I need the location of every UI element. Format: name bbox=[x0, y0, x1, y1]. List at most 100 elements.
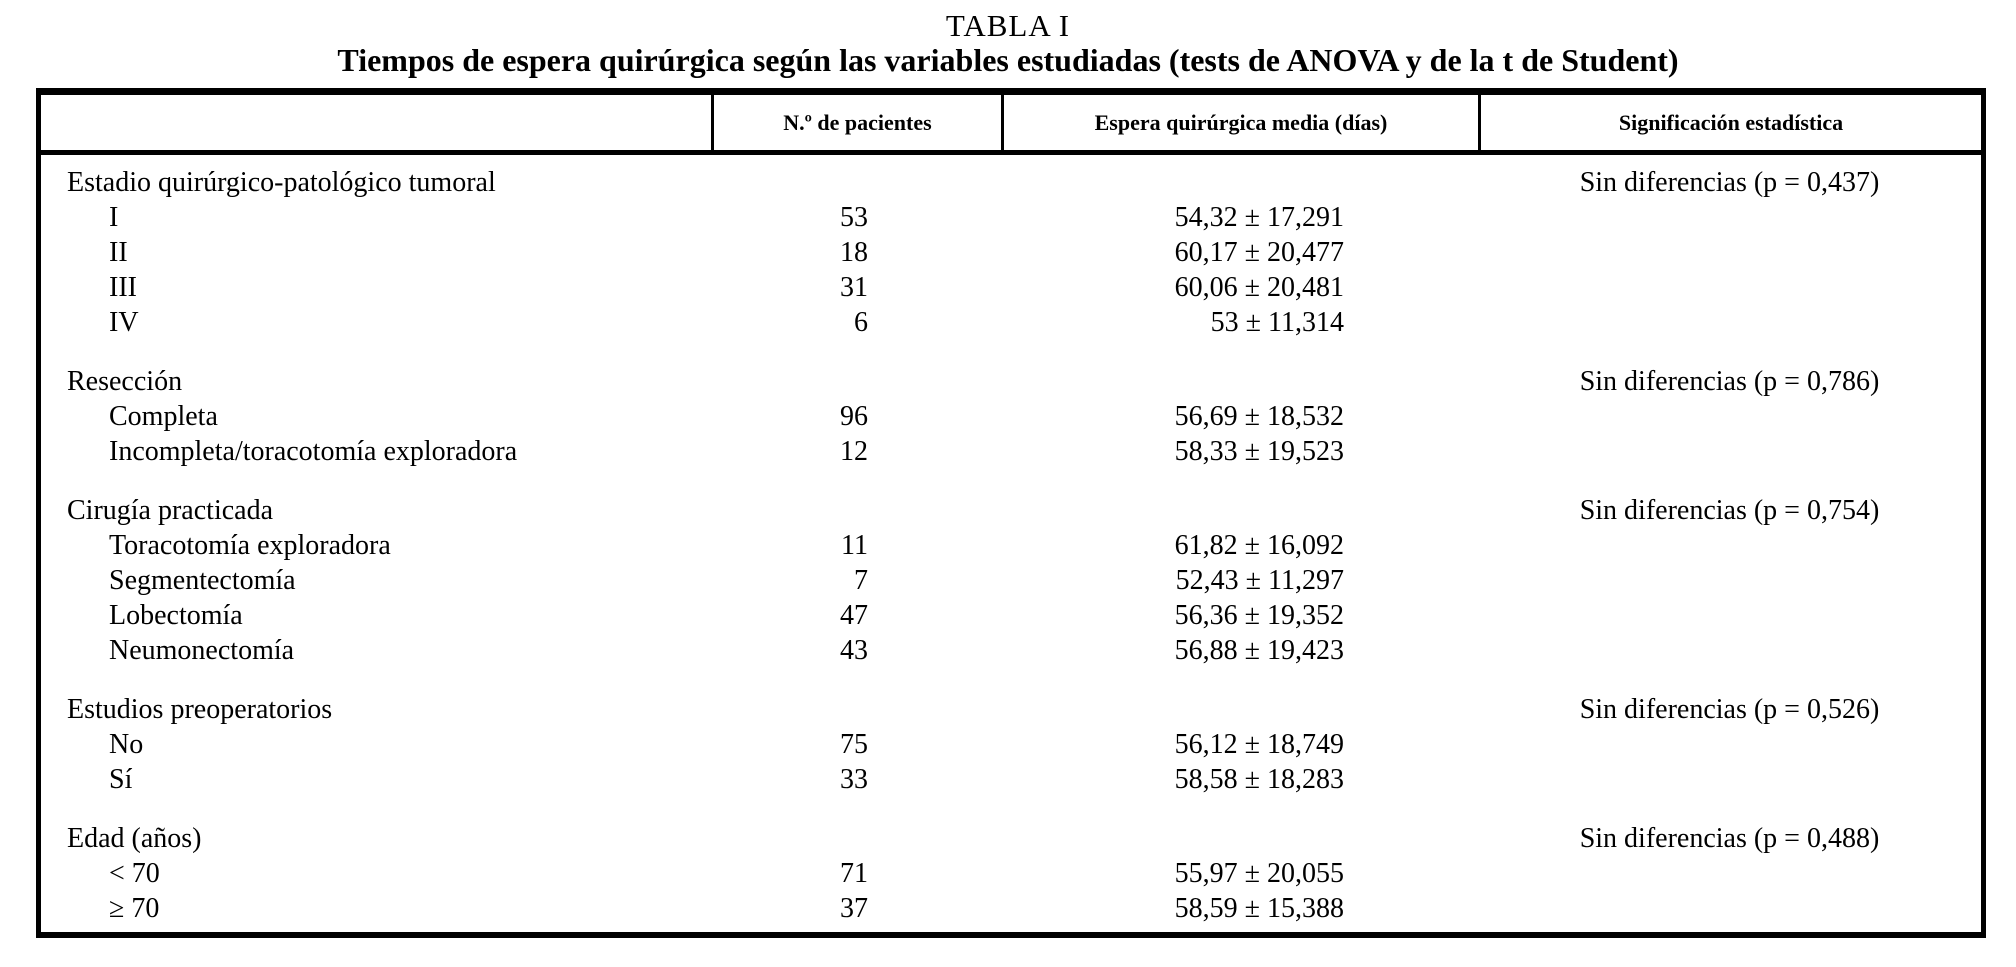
variable-label: Toracotomía exploradora bbox=[109, 530, 391, 561]
item-row: Toracotomía exploradora 11 61,82 ± 16,092 bbox=[41, 528, 1981, 563]
variable-label: ≥ 70 bbox=[109, 893, 160, 924]
group-row: Resección Sin diferencias (p = 0,786) bbox=[41, 364, 1981, 399]
mean-wait-days bbox=[1001, 692, 1478, 727]
patients-count bbox=[711, 364, 1001, 399]
variable-label: I bbox=[109, 202, 119, 233]
significance-note bbox=[1478, 598, 1981, 633]
mean-wait-days bbox=[1001, 821, 1478, 856]
patients-count: 43 bbox=[840, 635, 868, 666]
mean-wait-days: 55,97 ± 20,055 bbox=[1174, 858, 1344, 889]
significance-note bbox=[1478, 235, 1981, 270]
variable-label: < 70 bbox=[109, 858, 160, 889]
variable-label: II bbox=[109, 237, 128, 268]
patients-count: 53 bbox=[840, 202, 868, 233]
mean-wait-days bbox=[1001, 493, 1478, 528]
significance-note: Sin diferencias (p = 0,488) bbox=[1579, 823, 1880, 854]
significance-note: Sin diferencias (p = 0,786) bbox=[1579, 366, 1880, 397]
variable-label: Lobectomía bbox=[109, 600, 243, 631]
variable-label: Estudios preoperatorios bbox=[67, 694, 333, 725]
mean-wait-days: 58,59 ± 15,388 bbox=[1174, 893, 1344, 924]
variable-label: Neumonectomía bbox=[109, 635, 295, 666]
patients-count: 33 bbox=[840, 764, 868, 795]
mean-wait-days: 60,06 ± 20,481 bbox=[1174, 272, 1344, 303]
item-row: < 70 71 55,97 ± 20,055 bbox=[41, 856, 1981, 891]
table-caption: Tiempos de espera quirúrgica según las v… bbox=[337, 42, 1679, 78]
item-row: IV 6 53 ± 11,314 bbox=[41, 305, 1981, 340]
patients-count: 37 bbox=[840, 893, 868, 924]
significance-note bbox=[1478, 399, 1981, 434]
patients-count bbox=[711, 692, 1001, 727]
item-row: Segmentectomía 7 52,43 ± 11,297 bbox=[41, 563, 1981, 598]
variable-label: No bbox=[109, 729, 144, 760]
table-body: Estadio quirúrgico-patológico tumoral Sin… bbox=[41, 155, 1981, 926]
mean-wait-days: 61,82 ± 16,092 bbox=[1174, 530, 1344, 561]
variable-label: Cirugía practicada bbox=[67, 495, 274, 526]
variable-group: Cirugía practicada Sin diferencias (p = 0… bbox=[41, 493, 1981, 668]
table-header-row: N.º de pacientes Espera quirúrgica media… bbox=[41, 95, 1981, 155]
group-row: Cirugía practicada Sin diferencias (p = 0… bbox=[41, 493, 1981, 528]
variable-label: III bbox=[109, 272, 137, 303]
significance-note bbox=[1478, 633, 1981, 668]
results-table: N.º de pacientes Espera quirúrgica media… bbox=[36, 88, 1986, 938]
significance-note bbox=[1478, 270, 1981, 305]
mean-wait-days: 60,17 ± 20,477 bbox=[1174, 237, 1344, 268]
significance-note bbox=[1478, 528, 1981, 563]
mean-wait-days: 54,32 ± 17,291 bbox=[1174, 202, 1344, 233]
item-row: No 75 56,12 ± 18,749 bbox=[41, 727, 1981, 762]
item-row: Neumonectomía 43 56,88 ± 19,423 bbox=[41, 633, 1981, 668]
item-row: ≥ 70 37 58,59 ± 15,388 bbox=[41, 891, 1981, 926]
mean-wait-days: 53 ± 11,314 bbox=[1210, 307, 1344, 338]
significance-note bbox=[1478, 305, 1981, 340]
variable-label: Resección bbox=[67, 366, 183, 397]
patients-count: 75 bbox=[840, 729, 868, 760]
mean-wait-days: 56,88 ± 19,423 bbox=[1174, 635, 1344, 666]
patients-count: 18 bbox=[840, 237, 868, 268]
variable-group: Edad (años) Sin diferencias (p = 0,488) < … bbox=[41, 821, 1981, 926]
patients-count: 96 bbox=[840, 401, 868, 432]
mean-wait-days: 56,12 ± 18,749 bbox=[1174, 729, 1344, 760]
header-mean-wait-column: Espera quirúrgica media (días) bbox=[1001, 95, 1478, 150]
variable-group: Resección Sin diferencias (p = 0,786) Comp… bbox=[41, 364, 1981, 469]
header-variable-column bbox=[41, 95, 711, 150]
mean-wait-days: 58,58 ± 18,283 bbox=[1174, 764, 1344, 795]
significance-note: Sin diferencias (p = 0,526) bbox=[1579, 694, 1880, 725]
patients-count bbox=[711, 165, 1001, 200]
patients-count: 7 bbox=[854, 565, 868, 596]
header-patients-column: N.º de pacientes bbox=[711, 95, 1001, 150]
significance-note bbox=[1478, 891, 1981, 926]
mean-wait-days: 52,43 ± 11,297 bbox=[1175, 565, 1344, 596]
patients-count: 71 bbox=[840, 858, 868, 889]
variable-group: Estadio quirúrgico-patológico tumoral Sin… bbox=[41, 165, 1981, 340]
item-row: Lobectomía 47 56,36 ± 19,352 bbox=[41, 598, 1981, 633]
variable-label: Incompleta/toracotomía exploradora bbox=[109, 436, 518, 467]
patients-count: 11 bbox=[841, 530, 868, 561]
significance-note: Sin diferencias (p = 0,437) bbox=[1579, 167, 1880, 198]
group-row: Edad (años) Sin diferencias (p = 0,488) bbox=[41, 821, 1981, 856]
variable-label: Estadio quirúrgico-patológico tumoral bbox=[67, 167, 496, 198]
significance-note bbox=[1478, 434, 1981, 469]
group-row: Estadio quirúrgico-patológico tumoral Sin… bbox=[41, 165, 1981, 200]
variable-label: Sí bbox=[109, 764, 133, 795]
patients-count: 6 bbox=[854, 307, 868, 338]
item-row: III 31 60,06 ± 20,481 bbox=[41, 270, 1981, 305]
variable-group: Estudios preoperatorios Sin diferencias (… bbox=[41, 692, 1981, 797]
group-row: Estudios preoperatorios Sin diferencias (… bbox=[41, 692, 1981, 727]
mean-wait-days bbox=[1001, 364, 1478, 399]
mean-wait-days: 56,36 ± 19,352 bbox=[1174, 600, 1344, 631]
header-significance-column: Significación estadística bbox=[1478, 95, 1981, 150]
item-row: Completa 96 56,69 ± 18,532 bbox=[41, 399, 1981, 434]
item-row: Sí 33 58,58 ± 18,283 bbox=[41, 762, 1981, 797]
patients-count: 47 bbox=[840, 600, 868, 631]
patients-count bbox=[711, 493, 1001, 528]
item-row: I 53 54,32 ± 17,291 bbox=[41, 200, 1981, 235]
significance-note: Sin diferencias (p = 0,754) bbox=[1579, 495, 1880, 526]
significance-note bbox=[1478, 563, 1981, 598]
mean-wait-days: 56,69 ± 18,532 bbox=[1174, 401, 1344, 432]
variable-label: Segmentectomía bbox=[109, 565, 296, 596]
significance-note bbox=[1478, 856, 1981, 891]
patients-count: 31 bbox=[840, 272, 868, 303]
mean-wait-days: 58,33 ± 19,523 bbox=[1174, 436, 1344, 467]
variable-label: Completa bbox=[109, 401, 218, 432]
table-number-title: TABLA I bbox=[945, 8, 1071, 43]
variable-label: Edad (años) bbox=[67, 823, 202, 854]
